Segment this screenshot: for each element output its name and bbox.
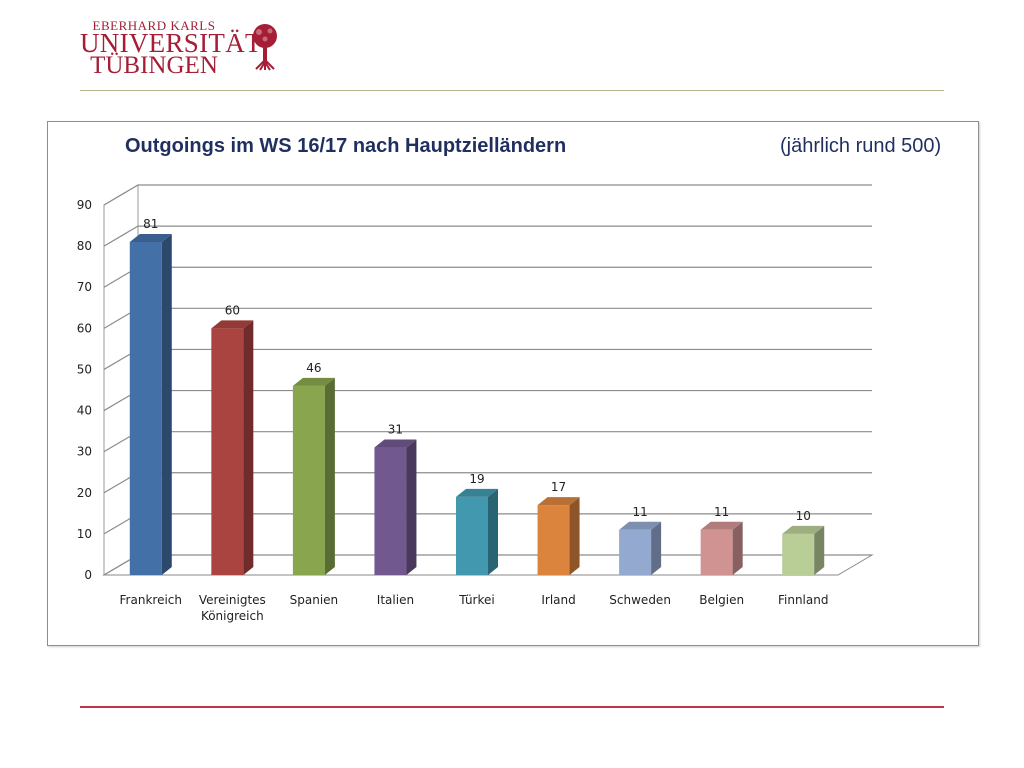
data-label: 31 bbox=[388, 423, 403, 437]
y-tick-label: 50 bbox=[77, 362, 92, 376]
bar bbox=[456, 497, 488, 575]
bar-side bbox=[325, 378, 335, 575]
bar-side bbox=[814, 526, 824, 575]
bar bbox=[701, 530, 733, 575]
y-tick-label: 60 bbox=[77, 321, 92, 335]
bar-side bbox=[651, 522, 661, 575]
data-label: 19 bbox=[469, 472, 484, 486]
x-tick-label: Irland bbox=[541, 593, 575, 607]
x-tick-label: Italien bbox=[377, 593, 414, 607]
x-tick-label: Türkei bbox=[458, 593, 494, 607]
bar bbox=[619, 530, 651, 575]
bar-side bbox=[406, 440, 416, 575]
x-tick-label: Spanien bbox=[290, 593, 339, 607]
x-tick-label: Belgien bbox=[699, 593, 744, 607]
bar bbox=[211, 328, 243, 575]
y-tick-label: 40 bbox=[77, 404, 92, 418]
bar bbox=[130, 242, 162, 575]
bar-side bbox=[243, 320, 253, 575]
bar bbox=[782, 534, 814, 575]
data-label: 17 bbox=[551, 480, 566, 494]
bar-chart: 0 10 20 30 40 50 60 70 80 90 81 Frankreich 60 Vereini… bbox=[0, 0, 1024, 768]
y-tick-label: 80 bbox=[77, 239, 92, 253]
bar bbox=[538, 505, 570, 575]
footer-rule bbox=[80, 706, 944, 708]
bar-side bbox=[570, 497, 580, 575]
x-tick-label: Vereinigtes Königreich bbox=[199, 593, 266, 623]
y-tick-label: 90 bbox=[77, 198, 92, 212]
gridline bbox=[104, 267, 872, 287]
data-label: 81 bbox=[143, 217, 158, 231]
y-tick-label: 30 bbox=[77, 445, 92, 459]
y-tick-label: 0 bbox=[84, 568, 92, 582]
data-label: 11 bbox=[714, 505, 729, 519]
bar bbox=[374, 448, 406, 575]
gridline bbox=[104, 226, 872, 246]
y-tick-label: 10 bbox=[77, 527, 92, 541]
data-label: 60 bbox=[225, 303, 240, 317]
bar bbox=[293, 386, 325, 575]
data-label: 10 bbox=[796, 509, 811, 523]
data-label: 46 bbox=[306, 361, 321, 375]
bar-side bbox=[162, 234, 172, 575]
x-tick-label: Finnland bbox=[778, 593, 828, 607]
bar-side bbox=[733, 522, 743, 575]
x-tick-label: Schweden bbox=[609, 593, 671, 607]
x-tick-label: Frankreich bbox=[120, 593, 182, 607]
bar-side bbox=[488, 489, 498, 575]
y-tick-label: 20 bbox=[77, 486, 92, 500]
gridline bbox=[104, 185, 872, 205]
data-label: 11 bbox=[632, 505, 647, 519]
y-tick-label: 70 bbox=[77, 280, 92, 294]
